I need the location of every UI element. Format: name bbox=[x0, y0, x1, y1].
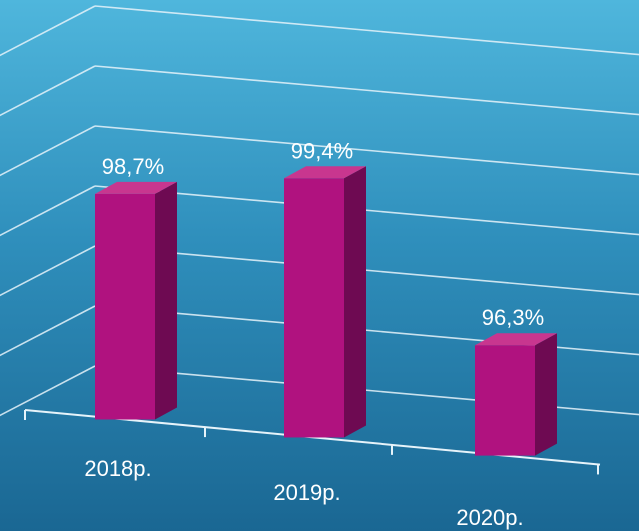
gridline-back-3 bbox=[94, 185, 639, 236]
x-tick-label-0: 2018р. bbox=[84, 456, 151, 481]
data-label-1: 99,4% bbox=[291, 138, 353, 163]
gridline-back-5 bbox=[94, 65, 639, 116]
bar-side-1 bbox=[344, 166, 366, 438]
bar-front-2 bbox=[475, 345, 535, 456]
data-label-0: 98,7% bbox=[102, 154, 164, 179]
gridline-left-0 bbox=[0, 365, 96, 417]
bar-side-0 bbox=[155, 181, 177, 420]
bar-top-1 bbox=[284, 166, 366, 179]
gridline-left-5 bbox=[0, 65, 96, 117]
gridline-back-2 bbox=[94, 245, 639, 296]
bar-top-0 bbox=[95, 181, 177, 194]
x-tick-label-1: 2019р. bbox=[273, 480, 340, 505]
bar-top-2 bbox=[475, 333, 557, 346]
gridline-left-4 bbox=[0, 125, 96, 177]
x-tick-label-2: 2020р. bbox=[456, 505, 523, 530]
bar-2 bbox=[475, 333, 557, 456]
gridline-left-1 bbox=[0, 305, 96, 357]
gridline-back-6 bbox=[94, 5, 639, 56]
bar-front-1 bbox=[284, 178, 344, 438]
gridline-back-4 bbox=[94, 125, 639, 176]
data-label-2: 96,3% bbox=[482, 305, 544, 330]
gridline-left-6 bbox=[0, 5, 96, 57]
gridlines bbox=[0, 5, 639, 417]
bars bbox=[95, 166, 557, 456]
gridline-left-3 bbox=[0, 185, 96, 237]
gridline-left-2 bbox=[0, 245, 96, 297]
bar-front-0 bbox=[95, 193, 155, 420]
bar-0 bbox=[95, 181, 177, 420]
bar-side-2 bbox=[535, 333, 557, 456]
labels: 98,7% 99,4% 96,3% 2018р. 2019р. 2020р. bbox=[84, 138, 544, 530]
bar-1 bbox=[284, 166, 366, 438]
